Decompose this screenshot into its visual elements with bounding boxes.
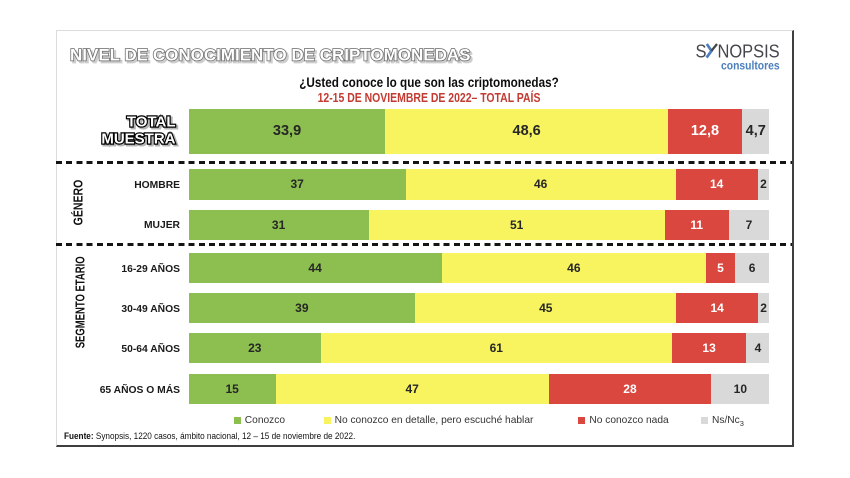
svg-text:TOTAL: TOTAL (126, 113, 175, 130)
svg-text:NIVEL DE CONOCIMIENTO DE CRIPT: NIVEL DE CONOCIMIENTO DE CRIPTOMONEDAS (70, 46, 471, 65)
svg-text:NIVEL DE CONOCIMIENTO DE CRIPT: NIVEL DE CONOCIMIENTO DE CRIPTOMONEDAS (72, 48, 473, 67)
svg-text:TOTAL: TOTAL (128, 115, 177, 132)
svg-text:consultores: consultores (721, 61, 780, 73)
svg-text:MUESTRA: MUESTRA (103, 132, 177, 149)
svg-text:MUESTRA: MUESTRA (101, 130, 175, 147)
